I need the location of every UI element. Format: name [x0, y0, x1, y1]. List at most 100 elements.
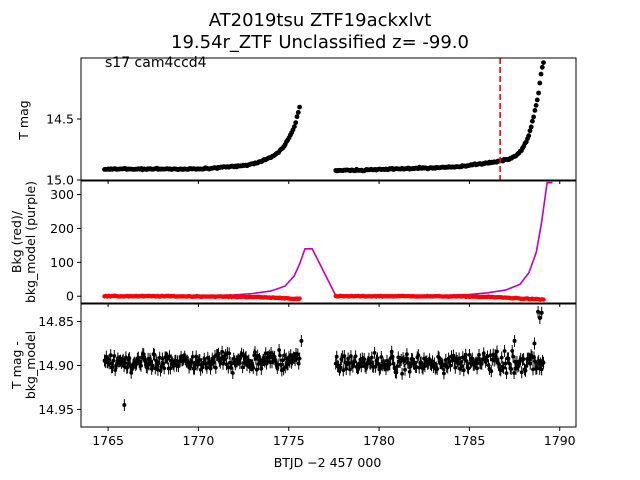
residual-point — [148, 359, 153, 364]
residual-point — [395, 364, 400, 368]
x-tick-label: 1765 — [92, 433, 124, 448]
y-tick-label: 300 — [50, 187, 74, 202]
residual-point — [489, 369, 494, 374]
residual-point — [255, 353, 260, 358]
x-tick-label: 1790 — [544, 433, 576, 448]
y-tick-label: 14.5 — [46, 112, 74, 127]
x-tick-label: 1770 — [183, 433, 215, 448]
residual-point — [341, 368, 346, 373]
top-data-point — [531, 114, 536, 120]
residual-point — [521, 357, 526, 361]
residual-point — [230, 371, 235, 375]
residual-point — [400, 371, 404, 376]
residual-point — [499, 355, 504, 360]
top-data-point — [297, 104, 302, 110]
residual-point — [477, 353, 481, 357]
residual-point — [278, 353, 282, 358]
residual-point — [502, 349, 507, 353]
residual-point — [466, 366, 471, 371]
residual-point — [190, 354, 195, 359]
residual-point — [467, 353, 472, 357]
residual-point — [372, 351, 377, 355]
top-data-point — [532, 108, 538, 113]
top-data-point — [538, 71, 544, 77]
residual-point — [338, 365, 343, 370]
y-tick-label: 100 — [50, 255, 74, 270]
annotation-camera: s17 cam4ccd4 — [105, 55, 207, 71]
top-data-point — [541, 60, 546, 65]
residual-point — [536, 359, 541, 363]
residual-point — [194, 354, 199, 359]
x-axis-label: BTJD −2 457 000 — [273, 455, 382, 470]
residual-point — [348, 367, 352, 372]
top-ylabel: T mag — [16, 100, 31, 140]
residual-point — [379, 355, 384, 359]
chart-title-line1: AT2019tsu ZTF19ackxlvt — [208, 10, 432, 31]
top-data-point — [537, 80, 543, 86]
residual-point — [353, 354, 358, 359]
residual-point — [504, 371, 509, 375]
residual-point — [408, 364, 413, 369]
residual-point — [220, 349, 225, 354]
top-data-point — [528, 124, 534, 130]
residual-point — [125, 365, 130, 370]
residual-outlier-point — [539, 310, 544, 315]
bkg-point — [297, 296, 302, 301]
residual-point — [145, 365, 150, 370]
top-data-point — [527, 128, 533, 134]
residual-point — [254, 367, 259, 372]
residual-point — [539, 367, 544, 372]
residual-point — [205, 365, 209, 370]
residual-point — [295, 352, 300, 357]
top-data-point — [530, 118, 535, 124]
residual-point — [139, 363, 143, 368]
residual-point — [213, 365, 218, 370]
residual-point — [511, 354, 515, 359]
residual-point — [197, 358, 202, 362]
top-data-point — [533, 103, 539, 108]
residual-point — [244, 355, 249, 359]
residual-point — [524, 364, 529, 368]
panel-frame — [80, 180, 577, 304]
residual-outlier-point — [512, 338, 517, 343]
chart-title-line2: 19.54r_ZTF Unclassified z= -99.0 — [171, 32, 469, 53]
bottom-ylabel: T mag - bkg_model — [9, 330, 38, 400]
residual-point — [251, 365, 256, 370]
residual-outlier-point — [537, 316, 542, 321]
residual-point — [475, 366, 479, 371]
top-data-point — [294, 114, 300, 120]
bkg-model-line — [104, 181, 553, 297]
residual-point — [334, 354, 339, 359]
x-tick-label: 1775 — [273, 433, 305, 448]
residual-outlier-point — [122, 403, 127, 408]
y-tick-label: 14.95 — [38, 402, 74, 417]
residual-point — [362, 357, 367, 361]
residual-point — [254, 356, 258, 361]
y-tick-label: 14.90 — [38, 358, 74, 373]
residual-point — [405, 352, 409, 357]
residual-point — [485, 354, 490, 359]
residual-point — [280, 358, 285, 363]
residual-point — [107, 361, 112, 366]
residual-point — [128, 363, 133, 368]
residual-point — [416, 353, 421, 358]
residual-point — [297, 356, 302, 361]
residual-point — [150, 363, 155, 368]
residual-point — [224, 362, 229, 367]
residual-point — [359, 364, 364, 369]
residual-point — [453, 365, 458, 370]
x-tick-label: 1785 — [454, 433, 486, 448]
bkg-point — [541, 297, 546, 302]
residual-point — [494, 357, 498, 362]
residual-point — [227, 351, 232, 356]
residual-point — [448, 363, 453, 368]
residual-outlier-point — [299, 338, 304, 343]
residual-point — [501, 365, 506, 370]
residual-point — [369, 355, 374, 360]
y-tick-label: 0 — [66, 289, 74, 304]
residual-outlier-point — [532, 341, 537, 346]
residual-point — [127, 356, 132, 360]
residual-point — [498, 368, 503, 373]
top-data-point — [534, 97, 540, 103]
